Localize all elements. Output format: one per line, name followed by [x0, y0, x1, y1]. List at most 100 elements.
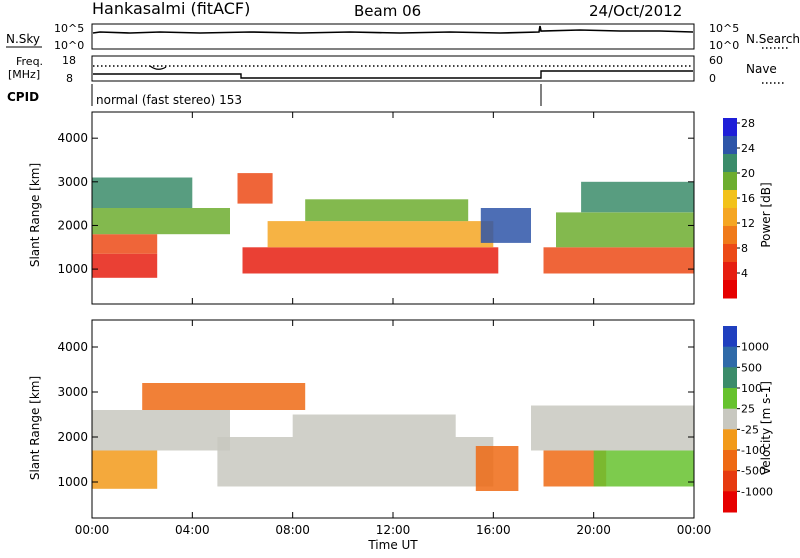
colorbar-swatch	[723, 450, 737, 472]
colorbar-swatch	[723, 408, 737, 430]
nsky-tick-bottom: 10^0	[54, 39, 84, 52]
y-tick-label: 1000	[57, 475, 88, 489]
data-band-5	[475, 446, 519, 491]
colorbar-tick-label: 8	[741, 242, 748, 255]
colorbar-swatch	[723, 118, 737, 137]
data-band-3	[217, 437, 494, 487]
colorbar-swatch	[723, 262, 737, 281]
freq-tick-top: 18	[62, 54, 76, 67]
y-tick-label: 4000	[57, 131, 88, 145]
nsky-right-tick-bottom: 10^0	[709, 39, 739, 52]
y-tick-label: 2000	[57, 430, 88, 444]
x-tick-label: 00:00	[75, 523, 110, 537]
velocity-panel: 1000 2000 3000 4000	[57, 319, 695, 519]
nsky-panel-frame	[91, 23, 695, 50]
power-panel: 1000 2000 3000 4000	[57, 111, 695, 305]
power-colorbar-label: Power [dB]	[759, 182, 773, 247]
data-band-4	[292, 414, 456, 437]
colorbar-swatch	[723, 346, 737, 368]
data-band-7	[305, 199, 469, 222]
x-tick-label: 04:00	[175, 523, 210, 537]
colorbar-tick-label: 16	[741, 192, 755, 205]
y-tick-label: 1000	[57, 262, 88, 276]
colorbar-swatch	[723, 190, 737, 209]
colorbar-tick-label: -500	[741, 465, 766, 478]
nave-tick-top: 60	[709, 54, 723, 67]
cpid-label: CPID	[7, 90, 39, 104]
y-tick-label: 3000	[57, 175, 88, 189]
freq-label-1: Freq.	[16, 55, 43, 68]
nsky-label: N.Sky	[6, 32, 40, 46]
colorbar-swatch	[723, 367, 737, 389]
data-band-2	[142, 383, 306, 410]
colorbar-swatch	[723, 208, 737, 227]
colorbar-tick-label: 100	[741, 382, 762, 395]
beam-title: Beam 06	[354, 2, 421, 20]
x-tick-label: 08:00	[275, 523, 310, 537]
freq-label-2: [MHz]	[8, 68, 40, 81]
colorbar-tick-label: 24	[741, 142, 755, 155]
data-band-8	[480, 208, 531, 243]
colorbar-tick-label: 500	[741, 361, 762, 374]
nsky-trace	[92, 25, 694, 34]
x-tick-label: 12:00	[376, 523, 411, 537]
colorbar-swatch	[723, 172, 737, 191]
colorbar-tick-label: 20	[741, 167, 755, 180]
colorbar-tick-label: -100	[741, 444, 766, 457]
colorbar-swatch	[723, 470, 737, 492]
velocity-colorbar: 1000 500 100 25 -25 -100 -500 -1000	[723, 326, 773, 513]
colorbar-swatch	[723, 154, 737, 173]
velocity-ylabel: Slant Range [km]	[28, 376, 42, 480]
nsearch-label: N.Search	[746, 32, 800, 46]
data-band-6	[267, 221, 494, 248]
nave-label: Nave	[746, 62, 777, 76]
nsky-tick-top: 10^5	[54, 22, 84, 35]
colorbar-tick-label: -1000	[741, 485, 773, 498]
data-band-1	[92, 410, 230, 451]
data-band-0	[92, 253, 158, 278]
colorbar-swatch	[723, 226, 737, 245]
x-tick-labels: 00:00 04:00 08:00 12:00 16:00 20:00 00:00	[75, 523, 712, 537]
x-tick-label: 00:00	[677, 523, 712, 537]
colorbar-tick-label: -25	[741, 423, 759, 436]
colorbar-tick-label: 12	[741, 217, 755, 230]
data-band-1	[92, 234, 158, 254]
colorbar-swatch	[723, 429, 737, 451]
colorbar-tick-label: 28	[741, 117, 755, 130]
data-band-7	[531, 405, 694, 451]
y-tick-label: 4000	[57, 340, 88, 354]
x-axis-label: Time UT	[367, 538, 418, 552]
colorbar-swatch	[723, 280, 737, 299]
colorbar-swatch	[723, 244, 737, 263]
colorbar-swatch	[723, 136, 737, 155]
data-band-9	[543, 247, 694, 274]
data-band-4	[237, 173, 273, 204]
nave-dip	[149, 65, 167, 70]
freq-trace	[93, 70, 693, 79]
power-ylabel: Slant Range [km]	[28, 163, 42, 267]
power-colorbar: 4 8 12 16 20 24 28	[723, 117, 755, 299]
y-tick-label: 3000	[57, 385, 88, 399]
velocity-colorbar-label: Velocity [m s-1]	[759, 381, 773, 475]
data-band-3	[92, 177, 193, 208]
nave-tick-bottom: 0	[709, 72, 716, 85]
colorbar-tick-label: 25	[741, 403, 755, 416]
station-title: Hankasalmi (fitACF)	[92, 0, 250, 18]
data-band-10	[556, 212, 694, 248]
data-band-8	[593, 450, 694, 487]
nsky-right-tick-top: 10^5	[709, 22, 739, 35]
x-tick-label: 20:00	[576, 523, 611, 537]
data-band-2	[92, 208, 230, 235]
colorbar-swatch	[723, 491, 737, 513]
data-band-11	[581, 181, 694, 213]
y-tick-label: 2000	[57, 218, 88, 232]
colorbar-tick-label: 4	[741, 267, 748, 280]
freq-panel-frame	[91, 55, 695, 82]
colorbar-tick-label: 1000	[741, 341, 769, 354]
data-band-0	[92, 450, 158, 489]
colorbar-swatch	[723, 326, 737, 348]
data-band-5	[242, 247, 499, 274]
colorbar-swatch	[723, 388, 737, 410]
freq-tick-bottom: 8	[66, 72, 73, 85]
